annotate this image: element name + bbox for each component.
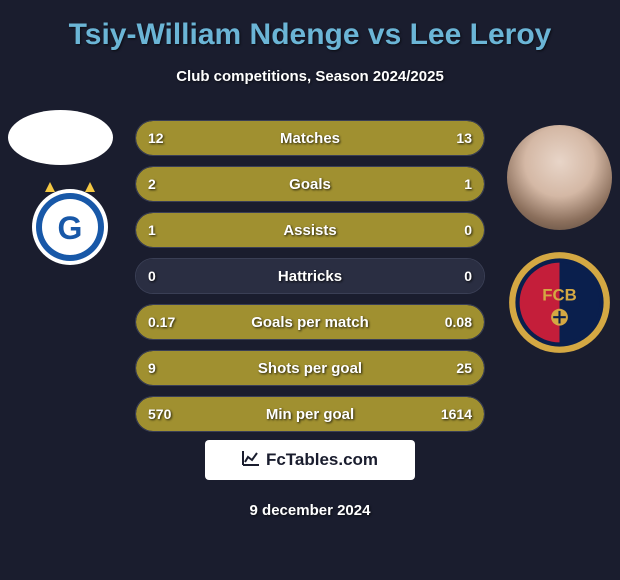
stat-label: Hattricks xyxy=(136,259,484,293)
stat-label: Assists xyxy=(136,213,484,247)
stats-area: 12Matches132Goals11Assists00Hattricks00.… xyxy=(135,120,485,442)
stat-value-right: 1614 xyxy=(441,397,472,431)
stat-value-right: 13 xyxy=(456,121,472,155)
stat-label: Min per goal xyxy=(136,397,484,431)
stat-row: 570Min per goal1614 xyxy=(135,396,485,432)
chart-icon xyxy=(242,450,260,471)
stat-row: 12Matches13 xyxy=(135,120,485,156)
svg-text:FCB: FCB xyxy=(542,285,577,304)
watermark: FcTables.com xyxy=(205,440,415,480)
player-avatar-right xyxy=(507,125,612,230)
stat-value-right: 0 xyxy=(464,213,472,247)
stat-value-right: 0 xyxy=(464,259,472,293)
stat-row: 1Assists0 xyxy=(135,212,485,248)
stat-row: 0Hattricks0 xyxy=(135,258,485,294)
stat-value-right: 1 xyxy=(464,167,472,201)
watermark-text: FcTables.com xyxy=(266,450,378,470)
stat-row: 2Goals1 xyxy=(135,166,485,202)
stat-value-right: 0.08 xyxy=(445,305,472,339)
club-badge-right: FCB xyxy=(507,250,612,355)
player-avatar-left xyxy=(8,110,113,165)
svg-text:G: G xyxy=(58,210,83,246)
stat-label: Goals per match xyxy=(136,305,484,339)
date-label: 9 december 2024 xyxy=(0,502,620,519)
stat-label: Goals xyxy=(136,167,484,201)
stat-value-right: 25 xyxy=(456,351,472,385)
club-badge-left: G xyxy=(20,172,120,272)
stat-row: 0.17Goals per match0.08 xyxy=(135,304,485,340)
stat-row: 9Shots per goal25 xyxy=(135,350,485,386)
page-title: Tsiy-William Ndenge vs Lee Leroy xyxy=(0,18,620,52)
page-subtitle: Club competitions, Season 2024/2025 xyxy=(0,68,620,85)
stat-label: Shots per goal xyxy=(136,351,484,385)
stat-label: Matches xyxy=(136,121,484,155)
